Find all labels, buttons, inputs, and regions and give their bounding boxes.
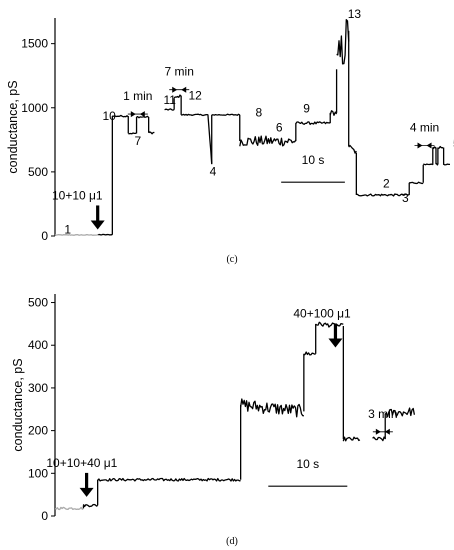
panel-label: (c) [226, 254, 237, 265]
annotation-label: 7 min [165, 65, 194, 79]
trace-segment [295, 121, 331, 126]
annotation-label: 1 [64, 222, 71, 236]
trace-segment [336, 19, 350, 65]
y-tick-label: 0 [41, 509, 48, 523]
trace-segment [329, 110, 338, 116]
interval-arrow-right [426, 142, 432, 149]
annotation-label: 11 [163, 93, 176, 107]
annotation-label: 3 min [368, 407, 397, 421]
trace-segment [239, 135, 297, 147]
annotation-label: 9 [303, 101, 310, 115]
trace-segment [239, 398, 305, 418]
y-tick-label: 100 [28, 466, 48, 480]
annotation-label: 2 [383, 176, 390, 190]
trace-segment [54, 506, 84, 511]
annotation-label: 4 [210, 165, 217, 179]
annotation-label: 10 s [296, 457, 319, 471]
trace-segment [181, 113, 208, 117]
interval-arrow-right [139, 111, 145, 118]
trace-segment [164, 108, 175, 111]
y-tick-label: 1000 [21, 101, 48, 115]
y-axis-label: conductance, pS [11, 358, 25, 451]
interval-arrow-left [130, 111, 136, 118]
annotation-label: 40+100 μ1 [293, 306, 351, 320]
arrow-head [328, 338, 343, 348]
trace-segment [384, 407, 416, 418]
trace-segment [173, 94, 182, 99]
trace-segment [423, 163, 434, 166]
trace-segment [148, 131, 155, 135]
annotation-label: 10 [102, 109, 116, 123]
chart-panel-d: 0 100 200 300 400 500 conductance, pS 10+10+40 … [11, 294, 416, 547]
panel-label: (d) [226, 536, 238, 547]
annotation-label: 12 [188, 88, 202, 102]
interval-arrow-left [417, 142, 423, 149]
annotation-label: 3 [402, 191, 409, 205]
y-tick-label: 500 [28, 296, 48, 310]
y-tick-label: 200 [28, 424, 48, 438]
trace-segment [303, 351, 316, 356]
annotation-label: 10 s [302, 153, 325, 167]
trace-segment [372, 436, 386, 442]
arrow-head [79, 487, 94, 497]
trace-segment [82, 503, 99, 508]
interval-arrow-right [181, 86, 187, 93]
annotation-label: 6 [276, 120, 283, 134]
annotation-label: 10+10+40 μ1 [46, 456, 117, 470]
trace-segment [443, 163, 450, 166]
trace-segment [97, 477, 241, 482]
arrow-head [90, 220, 105, 230]
y-tick-label: 1500 [21, 37, 48, 51]
chart-panel-c: 0 500 1000 1500 conductance, pS 1 10+10 μ1 10 1 … [6, 7, 454, 265]
annotation-label: 1 min [123, 89, 152, 103]
y-axis-label: conductance, pS [6, 80, 20, 173]
annotation-label: 10+10 μ1 [52, 188, 103, 202]
trace-segment [342, 436, 361, 442]
trace-segment [356, 193, 410, 197]
y-tick-label: 0 [41, 229, 48, 243]
trace-segment [112, 114, 129, 118]
trace-segment [136, 115, 150, 119]
trace-segment [54, 233, 99, 236]
trace-segment [98, 233, 113, 236]
trace-segment [437, 145, 444, 149]
y-tick-label: 300 [28, 381, 48, 395]
interval-arrow-left [375, 428, 381, 435]
y-tick-label: 500 [28, 165, 48, 179]
y-tick-label: 400 [28, 338, 48, 352]
trace-segment [211, 113, 241, 116]
annotation-label: 4 min [410, 120, 439, 134]
trace-segment [348, 144, 357, 154]
annotation-label: 13 [348, 7, 362, 21]
trace-segment [315, 321, 344, 328]
trace-segment [128, 132, 137, 135]
interval-arrow-right [384, 428, 390, 435]
interval-arrow-left [172, 86, 178, 93]
annotation-label: 8 [256, 106, 263, 120]
annotation-label: 7 [134, 134, 141, 148]
trace-segment [409, 181, 424, 185]
